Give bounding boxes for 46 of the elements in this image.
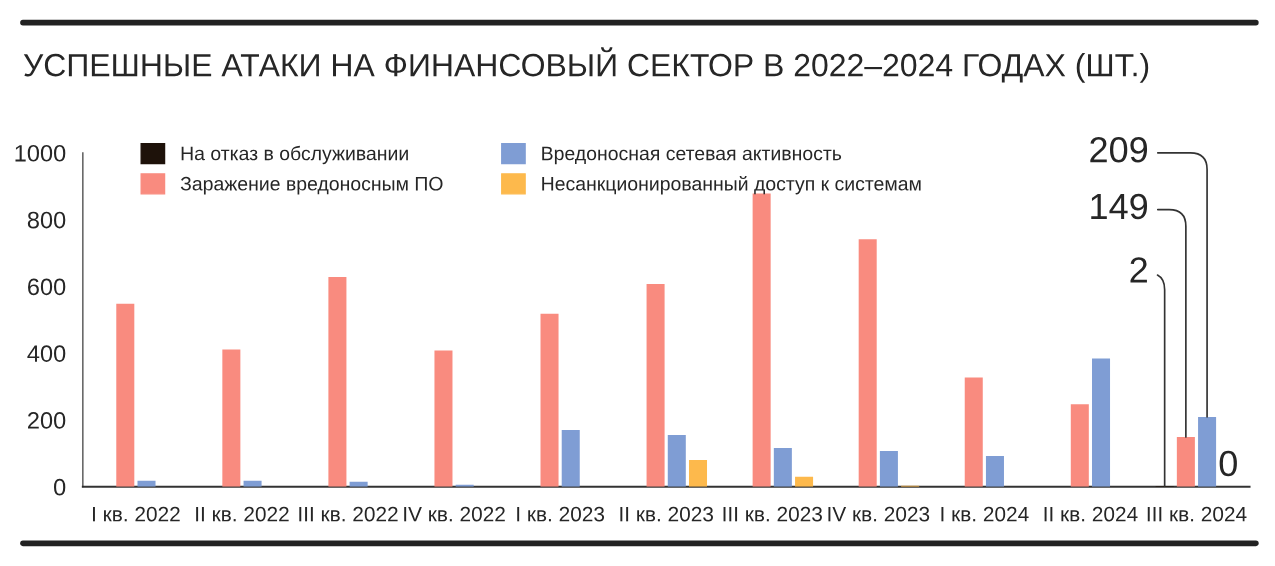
chart-title: УСПЕШНЫЕ АТАКИ НА ФИНАНСОВЫЙ СЕКТОР В 2022–2024 ГОДАХ (ШТ.)	[23, 47, 1149, 83]
data-label: 0	[1219, 450, 1237, 477]
y-tick-label: 0	[54, 478, 66, 496]
bar	[752, 193, 771, 487]
x-tick-label: III кв. 2022	[299, 506, 398, 522]
legend-label: Заражение вредоносным ПО	[180, 176, 443, 195]
y-tick-label: 600	[28, 278, 66, 296]
bar	[1198, 416, 1217, 487]
legend-label: Вредоносная сетевая активность	[542, 146, 842, 165]
bar	[646, 284, 665, 487]
x-tick-label: I кв. 2024	[941, 506, 1029, 522]
x-tick-label: II кв. 2023	[620, 506, 714, 522]
bar	[434, 350, 453, 487]
y-tick-label: 400	[27, 345, 66, 362]
y-tick-label: 200	[28, 412, 66, 429]
legend-label: На отказ в обслуживании	[181, 145, 408, 165]
bar	[964, 377, 983, 487]
bar	[116, 303, 135, 487]
bar	[1176, 437, 1195, 487]
bar	[1070, 404, 1089, 487]
y-tick-label: 800	[27, 211, 66, 229]
data-label: 149	[1091, 193, 1148, 220]
bar	[561, 429, 580, 487]
bar	[773, 448, 792, 487]
legend-label: Несанкционированный доступ к системам	[542, 175, 921, 195]
x-tick-label: IV кв. 2023	[828, 506, 930, 522]
x-tick-label: I кв. 2023	[517, 506, 605, 522]
y-tick-label: 1000	[15, 144, 66, 162]
x-tick-label: II кв. 2022	[196, 506, 289, 522]
bar	[222, 349, 241, 487]
bar	[328, 277, 347, 487]
bar	[879, 451, 898, 487]
bar	[688, 460, 708, 487]
bar	[1092, 358, 1111, 487]
x-tick-label: IV кв. 2022	[404, 506, 505, 522]
bar	[667, 435, 686, 487]
bar	[540, 313, 559, 487]
x-tick-label: III кв. 2023	[723, 506, 822, 522]
x-tick-label: II кв. 2024	[1044, 506, 1138, 522]
bar	[795, 476, 814, 487]
x-tick-label: I кв. 2022	[92, 506, 180, 522]
data-label: 2	[1130, 257, 1147, 283]
data-label: 209	[1090, 136, 1148, 163]
bar	[985, 456, 1004, 487]
bar	[858, 239, 877, 487]
x-tick-label: III кв. 2024	[1147, 506, 1247, 522]
